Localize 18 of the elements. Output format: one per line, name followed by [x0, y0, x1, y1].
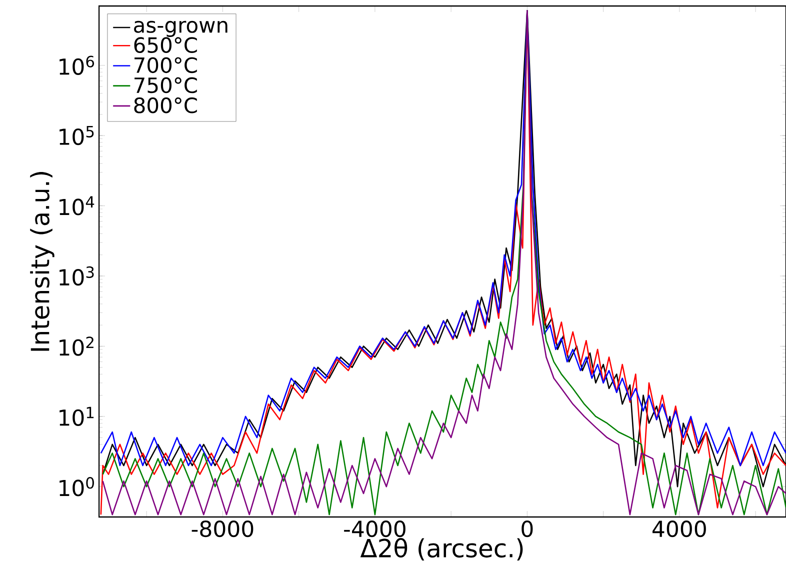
y-tick-label: 10$^{5}$: [60, 126, 94, 146]
y-tick-label: 10$^{0}$: [60, 477, 94, 496]
x-tick-label: 0: [522, 520, 533, 538]
x-tick-label: 4000: [652, 520, 706, 538]
legend-label: as-grown: [134, 20, 228, 37]
y-axis-title: Intensity (a.u.): [30, 172, 54, 351]
y-tick-label: 10$^{3}$: [60, 266, 94, 286]
y-tick-label: 10$^{2}$: [60, 336, 94, 356]
x-axis-title: Δ2θ (arcsec.): [360, 538, 523, 561]
legend-label: 800°C: [134, 97, 197, 114]
x-tick-label: -8000: [192, 520, 254, 538]
y-tick-label: 10$^{1}$: [60, 406, 94, 426]
y-tick-label: 10$^{6}$: [60, 56, 94, 75]
legend-label: 650°C: [134, 37, 197, 54]
legend-label: 750°C: [134, 77, 197, 94]
y-tick-label: 10$^{4}$: [60, 196, 94, 216]
x-tick-label: -4000: [344, 520, 406, 538]
legend-label: 700°C: [134, 57, 197, 74]
